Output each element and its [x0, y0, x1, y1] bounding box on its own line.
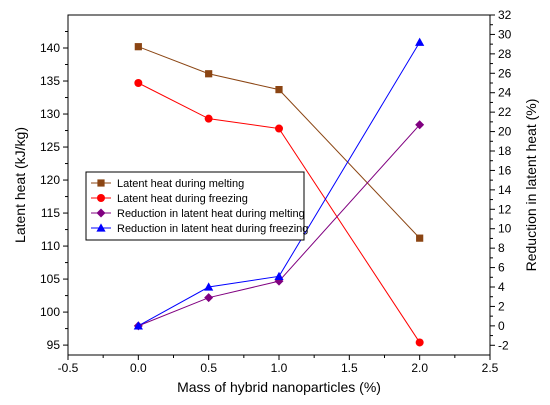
right-y-tick-label: 20	[498, 125, 512, 139]
data-point	[205, 70, 213, 78]
series-line	[138, 124, 421, 327]
left-y-tick-label: 105	[40, 272, 60, 286]
data-point	[204, 282, 214, 291]
data-point	[415, 37, 425, 46]
legend-label: Reduction in latent heat during freezing	[117, 223, 308, 235]
data-point	[134, 43, 142, 51]
legend-item: Latent heat during melting	[91, 178, 244, 190]
series-1	[134, 43, 424, 242]
right-y-tick-label: 0	[498, 319, 505, 333]
x-tick-label: 2.5	[482, 361, 499, 375]
x-tick-label: 1.0	[271, 361, 288, 375]
right-y-tick-label: 18	[498, 144, 512, 158]
data-point	[275, 124, 283, 133]
legend-marker	[97, 194, 105, 202]
left-y-tick-label: 125	[40, 140, 60, 154]
left-y-axis-ticks: 95 100 105 110 115 120 125 130 135 140	[40, 31, 68, 352]
left-y-tick-label: 140	[40, 41, 60, 55]
legend-marker	[97, 179, 105, 187]
right-y-tick-label: 28	[498, 47, 512, 61]
right-y-tick-label: 16	[498, 163, 512, 177]
legend-item: Reduction in latent heat during freezing	[91, 223, 308, 235]
right-y-tick-label: 2	[498, 299, 505, 313]
data-point	[204, 293, 214, 303]
legend-box	[85, 171, 305, 241]
series-line	[138, 82, 421, 343]
right-y-tick-label: 22	[498, 105, 512, 119]
x-tick-label: 0.0	[130, 361, 147, 375]
data-point	[134, 79, 143, 87]
right-y-tick-label: 8	[498, 241, 505, 255]
right-y-tick-label: 6	[498, 261, 505, 275]
right-y-tick-label: 30	[498, 27, 512, 41]
legend: Latent heat during melting Latent heat du…	[85, 171, 308, 241]
right-y-tick-label: -2	[498, 338, 509, 352]
x-tick-label: 1.5	[341, 361, 358, 375]
legend-marker	[96, 223, 106, 232]
series-layer	[133, 37, 425, 347]
data-point	[275, 86, 283, 94]
data-point	[133, 321, 143, 330]
right-y-tick-label: 4	[498, 280, 505, 294]
right-y-tick-label: 14	[498, 183, 512, 197]
left-y-tick-label: 135	[40, 74, 60, 88]
x-axis-title: Mass of hybrid nanoparticles (%)	[177, 379, 381, 395]
x-tick-label: 2.0	[411, 361, 428, 375]
left-y-tick-label: 120	[40, 173, 60, 187]
legend-item: Reduction in latent heat during melting	[91, 208, 305, 220]
x-tick-label: 0.5	[200, 361, 217, 375]
series-line	[138, 41, 421, 327]
left-y-tick-label: 95	[47, 338, 61, 352]
left-y-tick-label: 100	[40, 305, 60, 319]
right-y-tick-label: 24	[498, 86, 512, 100]
data-point	[415, 338, 424, 347]
right-y-tick-label: 32	[498, 8, 512, 22]
left-y-axis-title: Latent heat (kJ/kg)	[12, 127, 28, 243]
right-y-axis-title: Reduction in latent heat (%)	[523, 99, 539, 272]
x-tick-label: -0.5	[58, 361, 79, 375]
legend-label: Latent heat during melting	[117, 178, 244, 190]
right-y-tick-label: 12	[498, 202, 512, 216]
right-y-tick-label: 10	[498, 222, 512, 236]
left-y-tick-label: 130	[40, 107, 60, 121]
series-2	[134, 79, 424, 347]
left-y-tick-label: 115	[41, 206, 60, 220]
legend-item: Latent heat during freezing	[91, 193, 248, 205]
legend-label: Latent heat during freezing	[117, 193, 248, 205]
data-point	[204, 114, 213, 123]
legend-marker	[96, 208, 106, 218]
left-y-tick-label: 110	[41, 239, 60, 253]
legend-label: Reduction in latent heat during melting	[117, 208, 305, 220]
data-point	[415, 120, 425, 130]
x-axis-ticks: -0.5 0.0 0.5 1.0 1.5 2.0 2.5	[58, 355, 499, 375]
right-y-tick-label: 26	[498, 66, 512, 80]
data-point	[416, 234, 424, 242]
series-4	[133, 37, 425, 330]
data-point	[274, 271, 284, 280]
series-line	[138, 46, 421, 239]
